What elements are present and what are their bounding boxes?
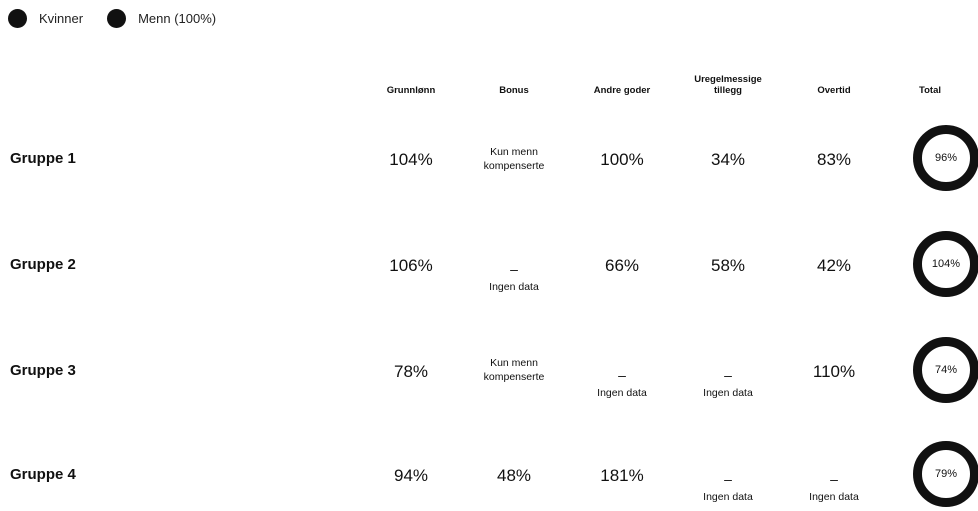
cell-g1-grunnlonn: 104% <box>356 150 466 170</box>
column-header-uregelmessige-tillegg-label: Uregelmessige tillegg <box>694 74 762 96</box>
cell-g4-overtid-dash: – <box>779 472 889 486</box>
cell-g4-grunnlonn-value: 94% <box>394 466 428 485</box>
cell-g1-uregelmessige-value: 34% <box>711 150 745 169</box>
legend-dot-men-icon <box>107 9 126 28</box>
total-ring-g1: 96% <box>913 125 978 191</box>
total-value-g3: 74% <box>935 364 957 376</box>
legend: Kvinner Menn (100%) <box>8 9 240 28</box>
cell-g1-uregelmessige: 34% <box>673 150 783 170</box>
cell-g2-bonus: – Ingen data <box>459 262 569 294</box>
legend-item-men: Menn (100%) <box>107 9 216 28</box>
cell-g3-andre-goder-dash: – <box>567 368 677 382</box>
group-label-3: Gruppe 3 <box>10 362 76 379</box>
cell-g3-andre-goder-nodata: Ingen data <box>567 386 677 400</box>
cell-g2-bonus-dash: – <box>459 262 569 276</box>
legend-label-women: Kvinner <box>39 11 83 26</box>
column-header-grunnlonn: Grunnlønn <box>356 64 466 96</box>
cell-g2-andre-goder: 66% <box>567 256 677 276</box>
cell-g4-overtid-nodata: Ingen data <box>779 490 889 504</box>
cell-g4-uregelmessige-nodata: Ingen data <box>673 490 783 504</box>
column-header-grunnlonn-label: Grunnlønn <box>387 85 436 96</box>
cell-g3-overtid: 110% <box>779 362 889 382</box>
cell-g3-uregelmessige-nodata: Ingen data <box>673 386 783 400</box>
cell-g4-andre-goder-value: 181% <box>600 466 643 485</box>
group-label-4: Gruppe 4 <box>10 466 76 483</box>
cell-g4-uregelmessige-dash: – <box>673 472 783 486</box>
cell-g3-uregelmessige: – Ingen data <box>673 368 783 400</box>
column-header-overtid: Overtid <box>779 64 889 96</box>
legend-label-men: Menn (100%) <box>138 11 216 26</box>
legend-dot-women-icon <box>8 9 27 28</box>
cell-g4-andre-goder: 181% <box>567 466 677 486</box>
cell-g1-andre-goder-value: 100% <box>600 150 643 169</box>
cell-g2-bonus-nodata: Ingen data <box>459 280 569 294</box>
column-header-bonus-label: Bonus <box>499 85 529 96</box>
cell-g3-grunnlonn: 78% <box>356 362 466 382</box>
group-label-2: Gruppe 2 <box>10 256 76 273</box>
cell-g2-andre-goder-value: 66% <box>605 256 639 275</box>
cell-g4-overtid: – Ingen data <box>779 472 889 504</box>
cell-g2-grunnlonn: 106% <box>356 256 466 276</box>
group-label-1: Gruppe 1 <box>10 150 76 167</box>
cell-g2-uregelmessige: 58% <box>673 256 783 276</box>
column-header-bonus: Bonus <box>459 64 569 96</box>
column-header-overtid-label: Overtid <box>817 85 850 96</box>
cell-g3-overtid-value: 110% <box>813 362 855 381</box>
cell-g1-andre-goder: 100% <box>567 150 677 170</box>
total-value-g4: 79% <box>935 468 957 480</box>
cell-g3-bonus-note: Kun menn kompenserte <box>459 356 569 384</box>
cell-g4-bonus-value: 48% <box>497 466 531 485</box>
cell-g1-grunnlonn-value: 104% <box>389 150 432 169</box>
cell-g2-overtid: 42% <box>779 256 889 276</box>
cell-g3-bonus: Kun menn kompenserte <box>459 356 569 384</box>
total-ring-g2: 104% <box>913 231 978 297</box>
cell-g2-uregelmessige-value: 58% <box>711 256 745 275</box>
total-ring-g3: 74% <box>913 337 978 403</box>
cell-g4-grunnlonn: 94% <box>356 466 466 486</box>
column-header-uregelmessige-tillegg: Uregelmessige tillegg <box>673 64 783 96</box>
cell-g3-uregelmessige-dash: – <box>673 368 783 382</box>
cell-g1-bonus: Kun menn kompenserte <box>459 145 569 173</box>
column-header-andre-goder-label: Andre goder <box>594 85 650 96</box>
column-header-andre-goder: Andre goder <box>567 64 677 96</box>
cell-g2-grunnlonn-value: 106% <box>389 256 432 275</box>
cell-g1-overtid: 83% <box>779 150 889 170</box>
cell-g1-bonus-note: Kun menn kompenserte <box>459 145 569 173</box>
cell-g1-overtid-value: 83% <box>817 150 851 169</box>
cell-g4-bonus: 48% <box>459 466 569 486</box>
cell-g4-uregelmessige: – Ingen data <box>673 472 783 504</box>
cell-g2-overtid-value: 42% <box>817 256 851 275</box>
column-header-total: Total <box>890 64 970 96</box>
total-value-g2: 104% <box>932 258 960 270</box>
cell-g3-andre-goder: – Ingen data <box>567 368 677 400</box>
total-value-g1: 96% <box>935 152 957 164</box>
column-header-total-label: Total <box>919 85 941 96</box>
cell-g3-grunnlonn-value: 78% <box>394 362 428 381</box>
total-ring-g4: 79% <box>913 441 978 507</box>
legend-item-women: Kvinner <box>8 9 83 28</box>
